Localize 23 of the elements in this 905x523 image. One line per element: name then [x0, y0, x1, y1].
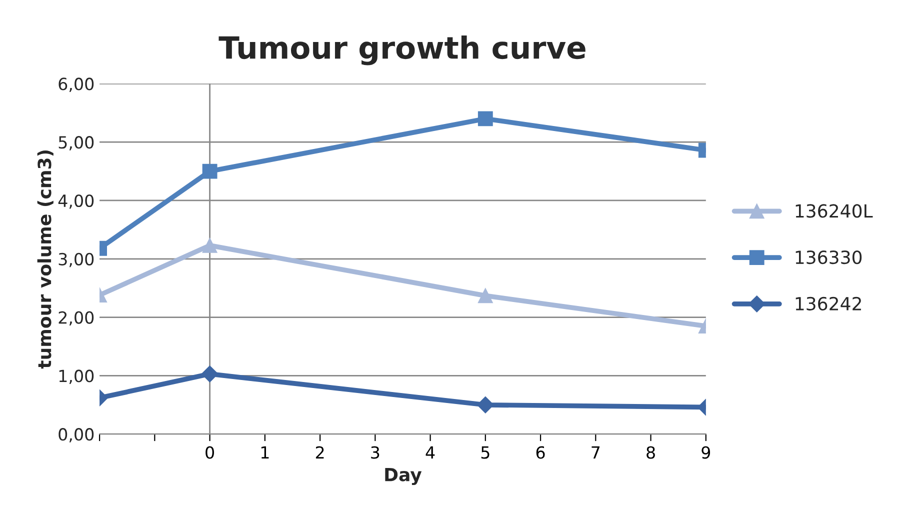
x-tick-label: 1 — [261, 446, 269, 459]
x-tick-label: 8 — [646, 446, 655, 459]
y-tick-label: 1,00 — [59, 370, 94, 384]
x-axis-title: Day — [385, 468, 422, 486]
x-tick-label: 5 — [481, 446, 490, 459]
x-tick-label: 3 — [371, 446, 380, 459]
y-tick-label: 5,00 — [58, 136, 94, 150]
x-tick-label: 7 — [592, 446, 600, 459]
legend-label: 136242 — [796, 296, 861, 310]
x-tick-label: 9 — [702, 446, 710, 459]
legend-label: 136330 — [796, 250, 862, 264]
x-tick-label: 2 — [316, 446, 324, 459]
y-axis-title: tumour volume (cm3) — [37, 150, 54, 369]
y-tick-label: 6,00 — [58, 78, 94, 92]
y-tick-label: 0,00 — [58, 428, 94, 442]
y-tick-label: 2,00 — [58, 311, 94, 326]
x-tick-label: 0 — [206, 446, 214, 459]
chart-title: Tumour growth curve — [218, 35, 586, 66]
x-tick-label: 6 — [536, 446, 545, 459]
y-tick-label: 4,00 — [58, 194, 94, 209]
y-tick-label: 3,00 — [58, 252, 94, 268]
x-tick-label: 4 — [426, 446, 435, 459]
legend-label: 136240L — [796, 204, 873, 218]
